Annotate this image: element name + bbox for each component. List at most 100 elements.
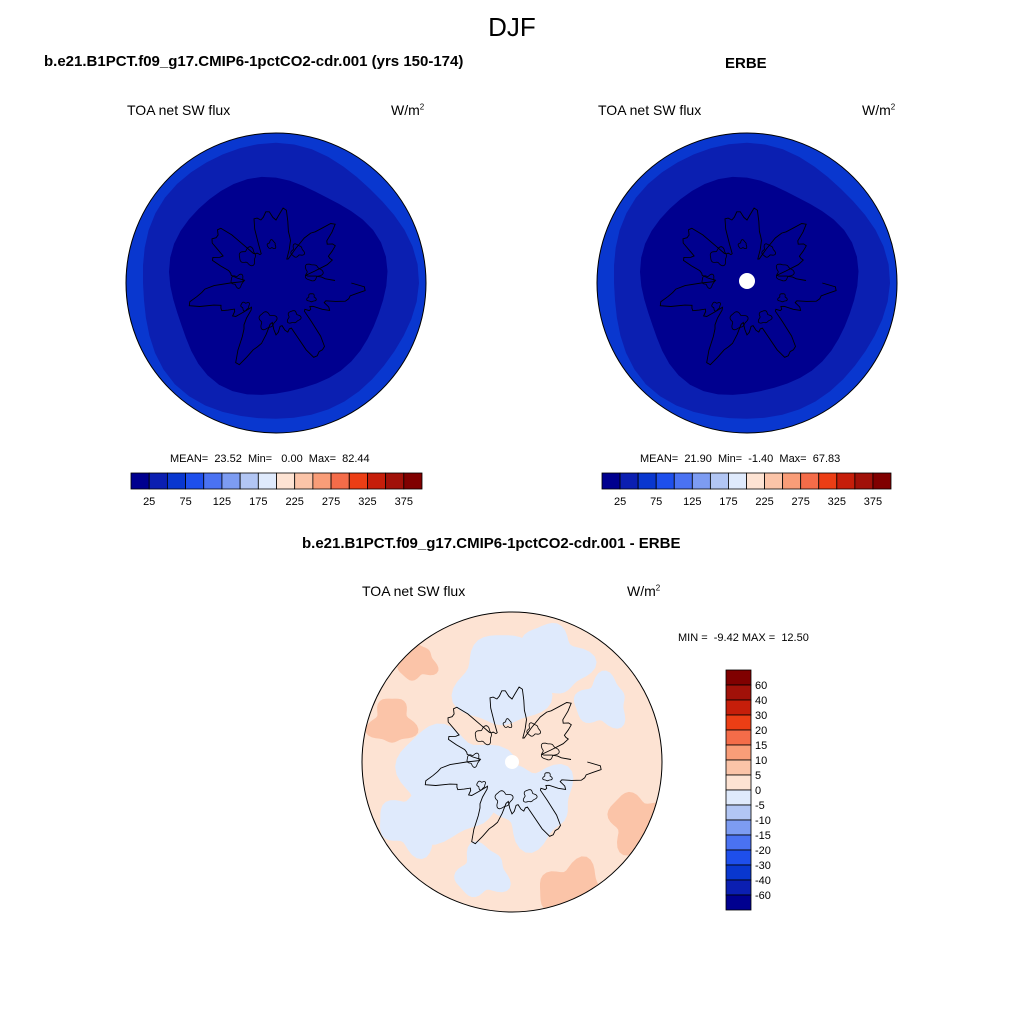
colorbar-swatch bbox=[725, 804, 752, 821]
colorbar-swatch bbox=[673, 472, 693, 490]
island-outline bbox=[494, 790, 514, 810]
coastline bbox=[424, 686, 602, 845]
colorbar-tick-label: -10 bbox=[755, 815, 771, 827]
island-outline bbox=[238, 246, 256, 267]
colorbar-swatch bbox=[221, 472, 241, 490]
island-outline bbox=[266, 239, 277, 250]
island-outline bbox=[290, 243, 306, 258]
colorbar-swatch bbox=[655, 472, 675, 490]
colorbar-tick-label: 375 bbox=[864, 496, 882, 508]
colorbar-tick-label: 175 bbox=[249, 496, 267, 508]
model-panel-title: b.e21.B1PCT.f09_g17.CMIP6-1pctCO2-cdr.00… bbox=[44, 53, 464, 70]
colorbar-swatch bbox=[725, 714, 752, 731]
colorbar-swatch bbox=[619, 472, 639, 490]
colorbar-swatch bbox=[257, 472, 277, 490]
coastline bbox=[188, 207, 366, 366]
island-outline bbox=[502, 718, 513, 729]
colorbar-swatch bbox=[148, 472, 168, 490]
colorbar-swatch bbox=[367, 472, 387, 490]
negative-anomaly-patch bbox=[380, 787, 441, 860]
colorbar-tick-label: 30 bbox=[755, 710, 767, 722]
positive-anomaly-patch bbox=[397, 640, 439, 681]
colorbar-swatch bbox=[348, 472, 368, 490]
colorbar-swatch bbox=[239, 472, 259, 490]
diff-map bbox=[361, 611, 663, 913]
positive-anomaly-patch bbox=[365, 698, 419, 743]
colorbar-swatch bbox=[746, 472, 765, 490]
colorbar-tick-label: 10 bbox=[755, 755, 767, 767]
colorbar-swatch bbox=[385, 472, 405, 490]
island-outline bbox=[230, 273, 244, 289]
colorbar-swatch bbox=[725, 849, 752, 866]
island-outline bbox=[258, 311, 278, 331]
colorbar-tick-label: -60 bbox=[755, 890, 771, 902]
island-outline bbox=[542, 772, 553, 782]
island-outline bbox=[476, 780, 486, 791]
island-outline bbox=[540, 742, 560, 761]
colorbar-swatch bbox=[818, 472, 838, 490]
island-outline bbox=[304, 263, 324, 282]
colorbar-swatch bbox=[276, 472, 296, 490]
colorbar-tick-label: 225 bbox=[755, 496, 773, 508]
band-outer-edge bbox=[597, 133, 897, 433]
island-outline bbox=[761, 243, 777, 258]
colorbar-tick-label: -40 bbox=[755, 875, 771, 887]
colorbar-swatch bbox=[728, 472, 747, 490]
model-variable-label: TOA net SW flux bbox=[127, 102, 231, 118]
island-outline bbox=[737, 239, 748, 250]
colorbar-swatch bbox=[725, 834, 752, 851]
colorbar-swatch bbox=[725, 879, 752, 896]
island-outline bbox=[240, 301, 250, 312]
island-outline bbox=[286, 310, 302, 324]
island-outline bbox=[709, 246, 727, 267]
colorbar-swatch bbox=[764, 472, 784, 490]
positive-anomaly-patch bbox=[607, 791, 662, 856]
colorbar-swatch bbox=[725, 789, 752, 806]
colorbar-swatch bbox=[872, 472, 892, 490]
colorbar-tick-label: 225 bbox=[286, 496, 304, 508]
colorbar-swatch bbox=[836, 472, 856, 490]
missing-data-pole bbox=[505, 755, 519, 769]
diff-units-label: W/m2 bbox=[627, 583, 661, 599]
colorbar-tick-label: 20 bbox=[755, 725, 767, 737]
colorbar-swatch bbox=[203, 472, 223, 490]
negative-anomaly-patch bbox=[487, 764, 574, 853]
model-units-label: W/m2 bbox=[391, 102, 425, 118]
colorbar-swatch bbox=[725, 729, 752, 746]
colorbar-swatch bbox=[725, 774, 752, 791]
colorbar-swatch bbox=[725, 759, 752, 776]
obs-map bbox=[596, 132, 898, 434]
colorbar-swatch bbox=[637, 472, 657, 490]
colorbar-swatch bbox=[130, 472, 150, 490]
colorbar-tick-label: 325 bbox=[358, 496, 376, 508]
obs-units-label: W/m2 bbox=[862, 102, 896, 118]
colorbar-swatch bbox=[601, 472, 621, 490]
obs-stats: MEAN= 21.90 Min= -1.40 Max= 67.83 bbox=[640, 453, 841, 465]
obs-colorbar: 25 75 125 175 225 275 325 375 bbox=[601, 472, 892, 508]
island-outline bbox=[711, 301, 721, 312]
island-outline bbox=[522, 789, 538, 803]
colorbar-swatch bbox=[725, 864, 752, 881]
missing-data-pole bbox=[739, 273, 755, 289]
positive-anomaly-patch bbox=[540, 856, 601, 912]
coastline bbox=[659, 207, 837, 366]
colorbar-tick-label: 175 bbox=[719, 496, 737, 508]
colorbar-tick-label: 325 bbox=[828, 496, 846, 508]
colorbar-tick-label: -15 bbox=[755, 830, 771, 842]
colorbar-swatch bbox=[725, 744, 752, 761]
negative-anomaly-patch bbox=[454, 841, 511, 898]
colorbar-swatch bbox=[294, 472, 314, 490]
island-outline bbox=[306, 293, 317, 303]
colorbar-swatch bbox=[725, 894, 752, 911]
model-stats: MEAN= 23.52 Min= 0.00 Max= 82.44 bbox=[170, 453, 370, 465]
colorbar-tick-label: 5 bbox=[755, 770, 761, 782]
map-boundary bbox=[361, 611, 663, 913]
colorbar-tick-label: 275 bbox=[792, 496, 810, 508]
colorbar-tick-label: 125 bbox=[683, 496, 701, 508]
colorbar-tick-label: 0 bbox=[755, 785, 761, 797]
band-central-arctic bbox=[640, 176, 859, 395]
figure-title: DJF bbox=[488, 12, 536, 42]
colorbar-swatch bbox=[725, 684, 752, 701]
negative-anomaly-patch bbox=[395, 723, 517, 845]
island-outline bbox=[729, 311, 749, 331]
